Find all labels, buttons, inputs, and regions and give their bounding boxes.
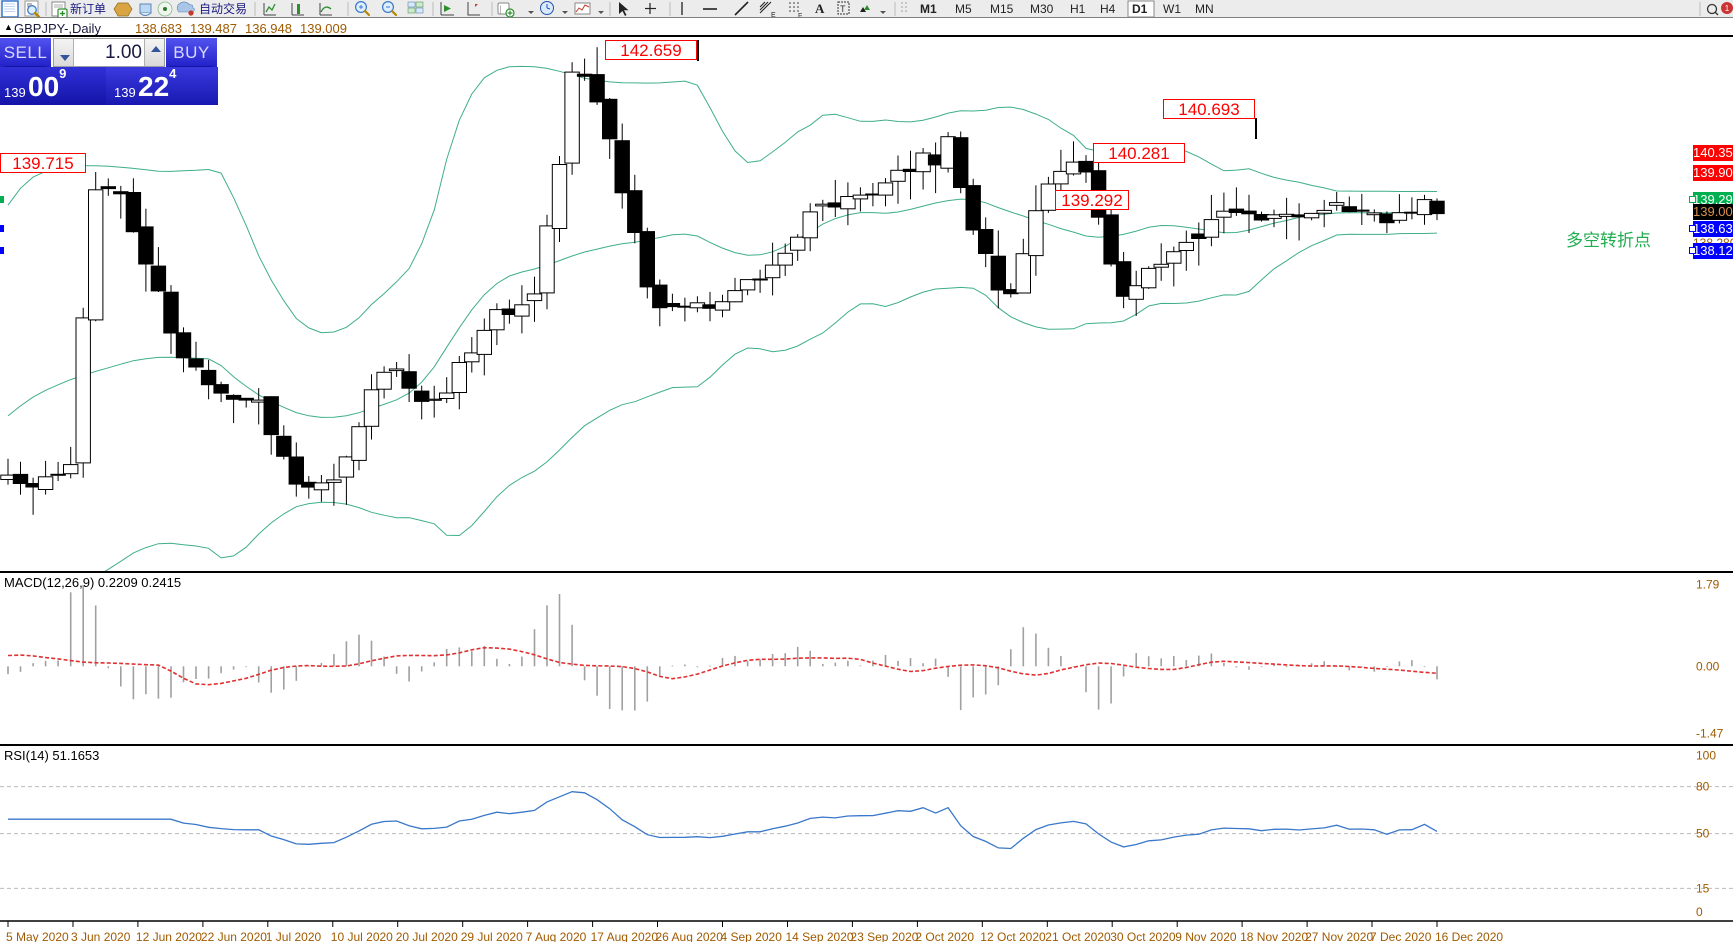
svg-text:3 Jun 2020: 3 Jun 2020	[71, 930, 131, 942]
svg-text:30 Oct 2020: 30 Oct 2020	[1110, 930, 1176, 942]
svg-text:4 Sep 2020: 4 Sep 2020	[721, 930, 783, 942]
svg-text:1.79: 1.79	[1696, 578, 1720, 592]
svg-text:M1: M1	[920, 2, 937, 16]
svg-text:26 Aug 2020: 26 Aug 2020	[656, 930, 724, 942]
svg-text:27 Nov 2020: 27 Nov 2020	[1305, 930, 1373, 942]
svg-text:21 Oct 2020: 21 Oct 2020	[1045, 930, 1111, 942]
svg-text:18 Nov 2020: 18 Nov 2020	[1240, 930, 1308, 942]
svg-text:H1: H1	[1070, 2, 1086, 16]
svg-text:MACD(12,26,9) 0.2209 0.2415: MACD(12,26,9) 0.2209 0.2415	[4, 575, 181, 590]
svg-text:A: A	[815, 1, 825, 16]
svg-text:7 Aug 2020: 7 Aug 2020	[526, 930, 587, 942]
svg-text:22 Jun 2020: 22 Jun 2020	[201, 930, 267, 942]
svg-text:2 Oct 2020: 2 Oct 2020	[915, 930, 974, 942]
svg-text:29 Jul 2020: 29 Jul 2020	[461, 930, 523, 942]
svg-text:5 May 2020: 5 May 2020	[6, 930, 69, 942]
svg-text:1 Jul 2020: 1 Jul 2020	[266, 930, 322, 942]
svg-text:9 Nov 2020: 9 Nov 2020	[1175, 930, 1237, 942]
svg-text:17 Aug 2020: 17 Aug 2020	[591, 930, 659, 942]
svg-text:12 Oct 2020: 12 Oct 2020	[980, 930, 1046, 942]
svg-text:-1.47: -1.47	[1696, 727, 1724, 741]
svg-text:7 Dec 2020: 7 Dec 2020	[1370, 930, 1432, 942]
svg-text:自动交易: 自动交易	[199, 1, 247, 16]
svg-text:20 Jul 2020: 20 Jul 2020	[396, 930, 458, 942]
svg-text:H4: H4	[1100, 2, 1116, 16]
svg-text:M30: M30	[1030, 2, 1054, 16]
svg-text:D1: D1	[1132, 2, 1148, 16]
svg-text:1: 1	[1725, 4, 1730, 13]
svg-text:M5: M5	[955, 2, 972, 16]
svg-text:12 Jun 2020: 12 Jun 2020	[136, 930, 202, 942]
svg-text:W1: W1	[1163, 2, 1181, 16]
svg-text:MN: MN	[1195, 2, 1214, 16]
svg-text:0.00: 0.00	[1696, 659, 1720, 673]
svg-text:M15: M15	[990, 2, 1014, 16]
svg-text:E: E	[771, 12, 776, 18]
svg-text:23 Sep 2020: 23 Sep 2020	[850, 930, 918, 942]
svg-text:14 Sep 2020: 14 Sep 2020	[786, 930, 854, 942]
svg-text:16 Dec 2020: 16 Dec 2020	[1435, 930, 1503, 942]
svg-text:F: F	[798, 13, 802, 18]
svg-text:10 Jul 2020: 10 Jul 2020	[331, 930, 393, 942]
svg-text:T: T	[840, 4, 846, 14]
svg-text:新订单: 新订单	[70, 1, 106, 16]
